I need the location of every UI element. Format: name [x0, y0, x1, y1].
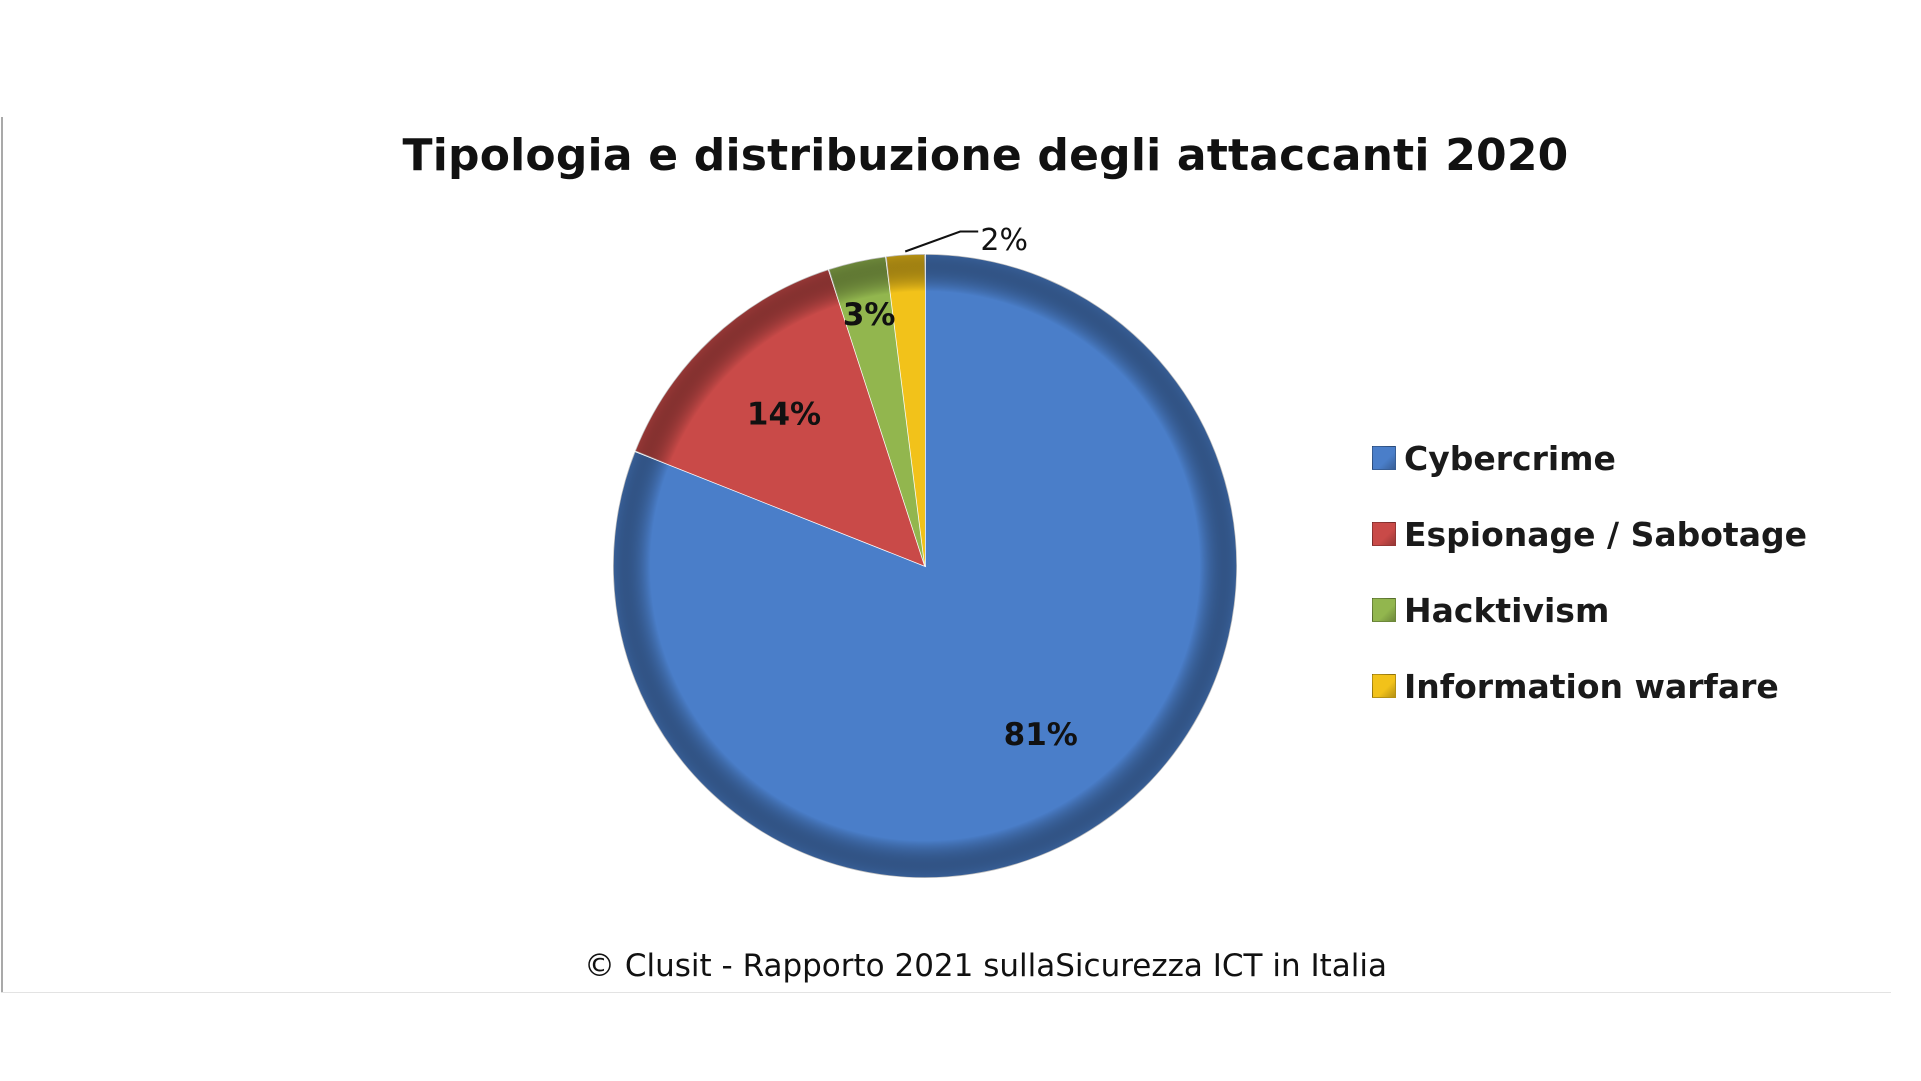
legend-label-information-warfare: Information warfare — [1404, 666, 1779, 706]
leader-line-information-warfare — [904, 230, 979, 253]
legend-item-hacktivism: Hacktivism — [1372, 572, 1807, 648]
chart-title: Tipologia e distribuzione degli attaccan… — [402, 130, 1569, 181]
frame-left-border — [1, 117, 3, 993]
legend-item-cybercrime: Cybercrime — [1372, 420, 1807, 496]
legend-label-espionage: Espionage / Sabotage — [1404, 514, 1807, 554]
legend-swatch-espionage — [1372, 522, 1396, 546]
legend-swatch-hacktivism — [1372, 598, 1396, 622]
data-label-hacktivism: 3% — [843, 297, 896, 333]
chart-legend: Cybercrime Espionage / Sabotage Hacktivi… — [1372, 420, 1807, 724]
legend-label-cybercrime: Cybercrime — [1404, 438, 1616, 478]
legend-label-hacktivism: Hacktivism — [1404, 590, 1610, 630]
legend-swatch-cybercrime — [1372, 446, 1396, 470]
legend-item-information-warfare: Information warfare — [1372, 648, 1807, 724]
legend-item-espionage: Espionage / Sabotage — [1372, 496, 1807, 572]
data-label-cybercrime: 81% — [1004, 717, 1078, 753]
pie-slice-shade-hacktivism — [828, 256, 925, 566]
frame-bottom-border — [1, 992, 1891, 993]
pie-slice-shade-information-warfare — [885, 254, 925, 566]
legend-swatch-information-warfare — [1372, 674, 1396, 698]
data-label-information-warfare: 2% — [980, 223, 1028, 258]
data-label-espionage: 14% — [747, 396, 821, 432]
source-caption: © Clusit - Rapporto 2021 sullaSicurezza … — [584, 948, 1387, 984]
